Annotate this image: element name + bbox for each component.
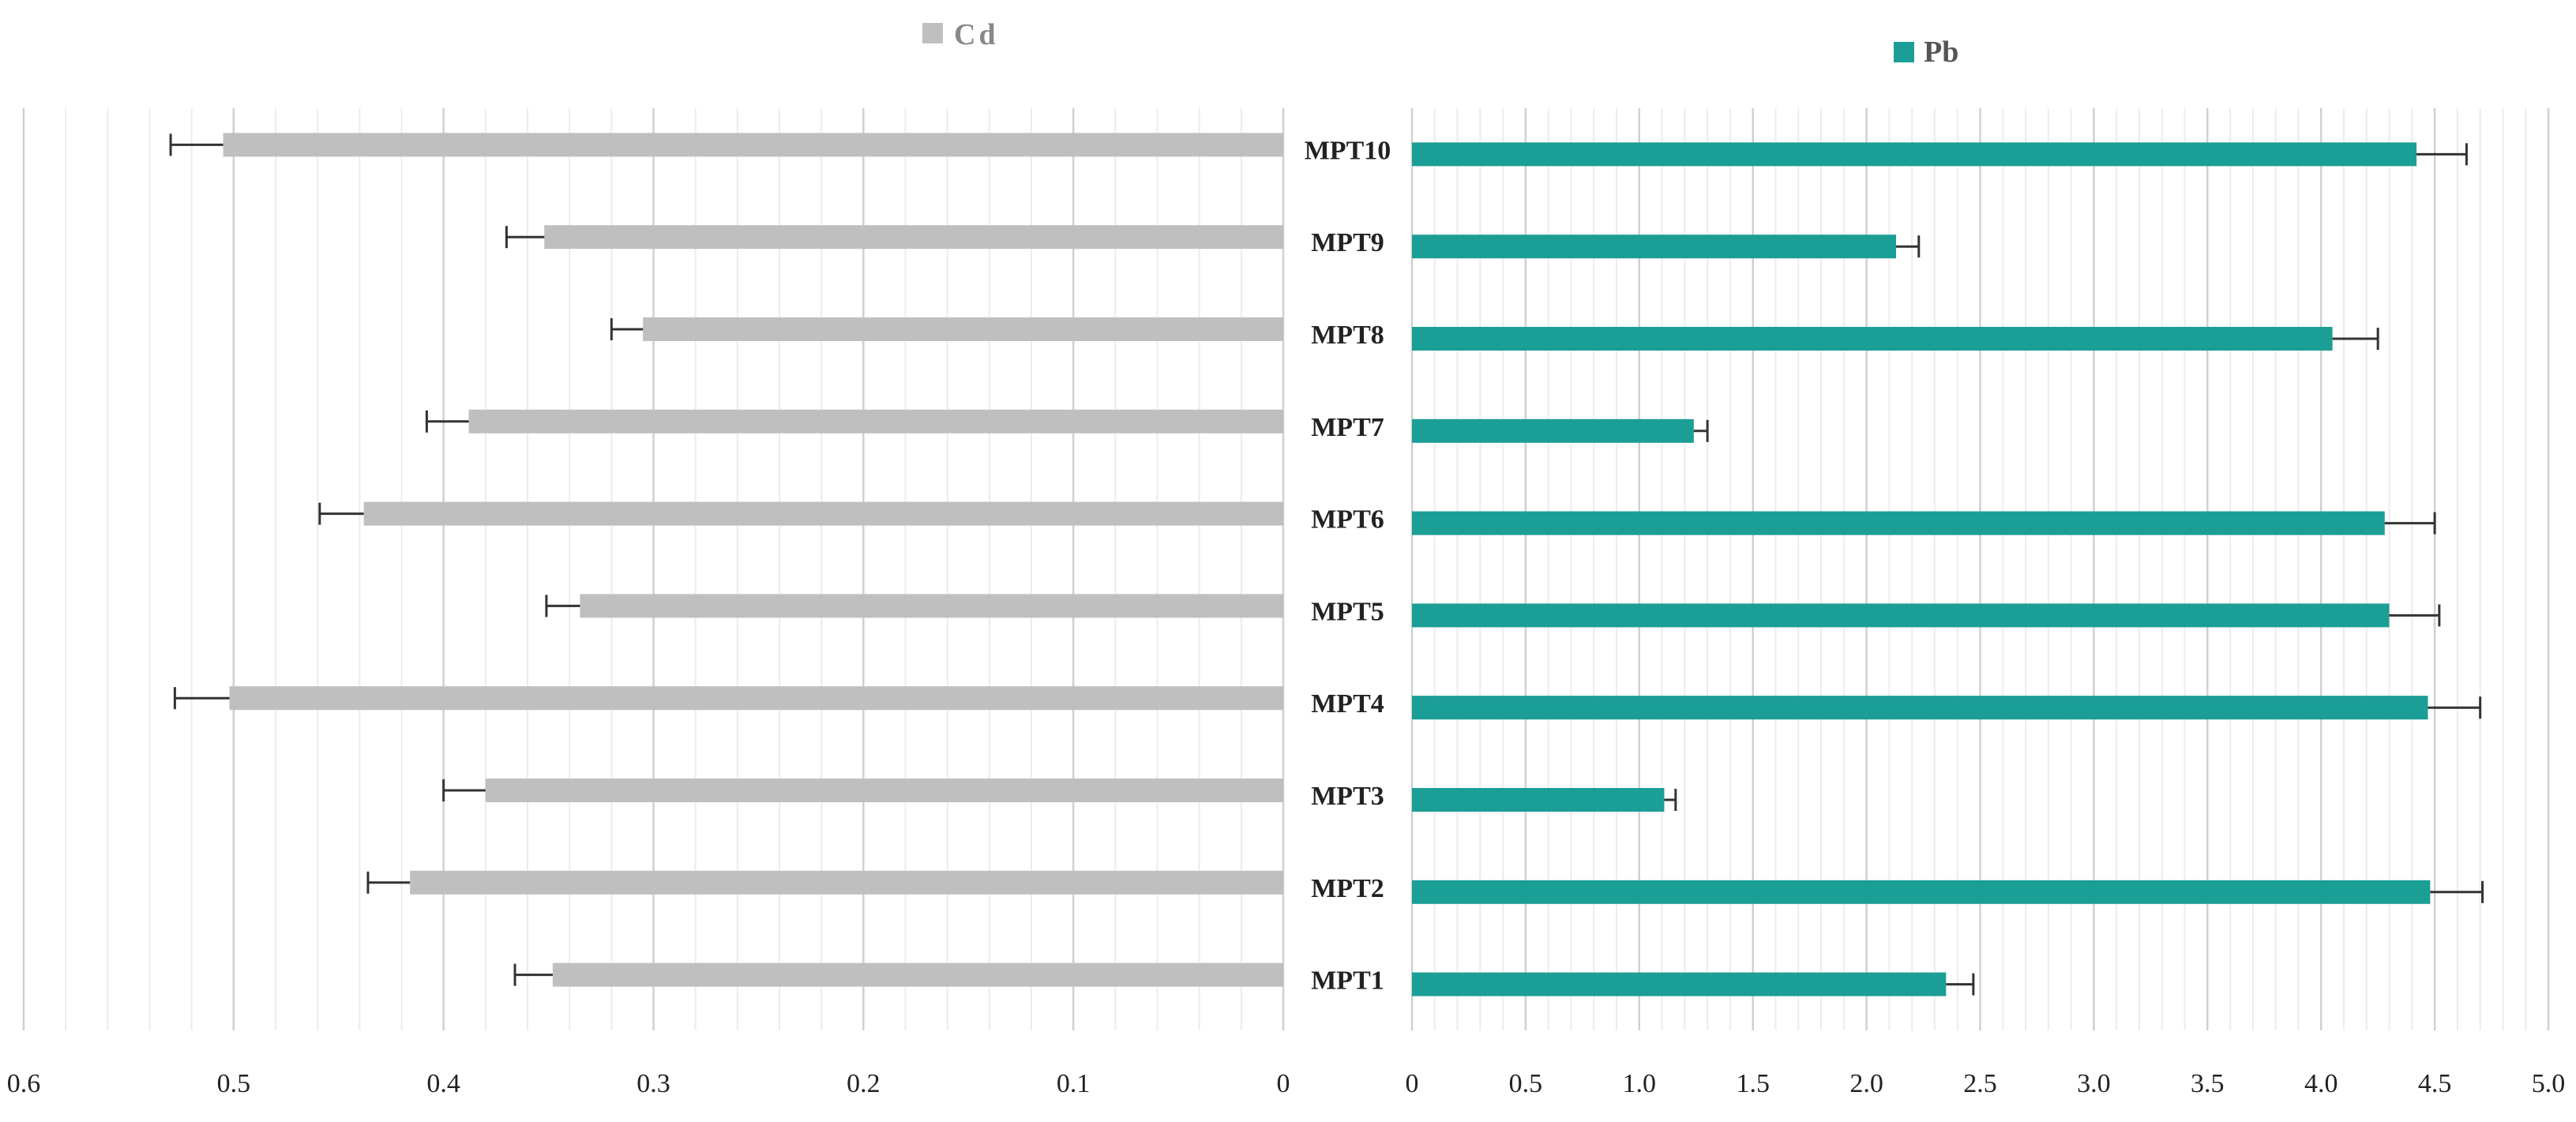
x-tick-label-right: 3.0 — [2077, 1069, 2111, 1098]
x-tick-label-right: 4.0 — [2304, 1069, 2338, 1098]
category-label: MPT5 — [1311, 597, 1384, 626]
x-tick-label-left: 0.1 — [1057, 1069, 1091, 1098]
bar-pb — [1412, 696, 2428, 720]
bar-pb — [1412, 880, 2431, 904]
category-label: MPT6 — [1311, 505, 1384, 535]
x-tick-label-right: 2.5 — [1963, 1069, 1997, 1098]
x-tick-label-right: 1.0 — [1623, 1069, 1657, 1098]
x-tick-label-left: 0.2 — [847, 1069, 881, 1098]
x-tick-label-left: 0.5 — [217, 1069, 251, 1098]
bar-cd — [410, 870, 1284, 895]
x-tick-label-left: 0.3 — [636, 1069, 670, 1098]
x-tick-label-right: 0.5 — [1509, 1069, 1543, 1098]
x-tick-label-right: 3.5 — [2191, 1069, 2225, 1098]
category-label: MPT4 — [1311, 689, 1384, 719]
legend-swatch-cd — [922, 23, 943, 43]
bar-cd — [552, 963, 1283, 987]
bar-pb — [1412, 418, 1694, 443]
category-label: MPT9 — [1311, 228, 1384, 257]
x-tick-label-left: 0 — [1277, 1069, 1290, 1098]
x-tick-label-left: 0.6 — [7, 1069, 41, 1098]
x-tick-label-left: 0.4 — [426, 1069, 460, 1098]
category-label: MPT8 — [1311, 321, 1384, 350]
bar-pb — [1412, 327, 2333, 351]
bar-pb — [1412, 972, 1947, 996]
bar-cd — [643, 317, 1283, 341]
bar-cd — [468, 409, 1283, 433]
x-tick-label-right: 2.0 — [1849, 1069, 1883, 1098]
x-tick-label-right: 5.0 — [2532, 1069, 2566, 1098]
bar-cd — [580, 594, 1283, 618]
bar-pb — [1412, 603, 2390, 628]
bar-cd — [363, 501, 1283, 526]
bar-pb — [1412, 142, 2417, 167]
bar-pb — [1412, 511, 2385, 535]
category-label: MPT7 — [1311, 413, 1384, 442]
bar-cd — [229, 686, 1284, 711]
category-label: MPT3 — [1311, 782, 1384, 811]
bar-cd — [223, 133, 1284, 157]
category-label: MPT1 — [1311, 966, 1384, 996]
x-tick-label-right: 0 — [1406, 1069, 1419, 1098]
category-label: MPT10 — [1305, 136, 1391, 165]
legend-swatch-pb — [1894, 42, 1914, 62]
x-tick-label-right: 1.5 — [1736, 1069, 1770, 1098]
bar-pb — [1412, 788, 1665, 812]
legend-label-pb: Pb — [1924, 36, 1958, 69]
x-tick-label-right: 4.5 — [2418, 1069, 2452, 1098]
bar-cd — [544, 225, 1283, 250]
bar-pb — [1412, 235, 1897, 259]
bar-cd — [485, 779, 1283, 802]
legend-label-cd: Cd — [954, 18, 999, 51]
category-label: MPT2 — [1311, 874, 1384, 903]
